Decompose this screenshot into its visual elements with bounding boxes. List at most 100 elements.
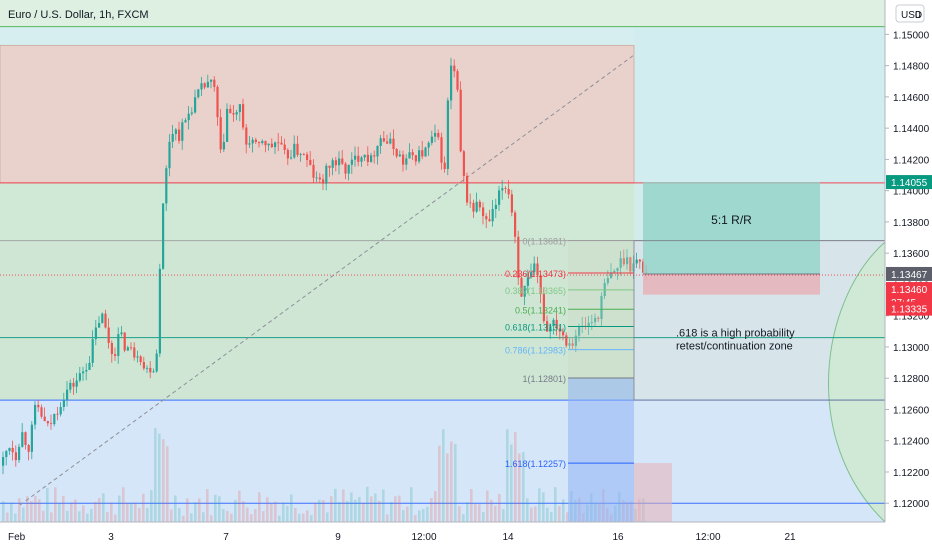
candle-body bbox=[491, 209, 494, 222]
candle-body bbox=[459, 89, 462, 152]
price-tag-label: 1.13467 bbox=[891, 270, 928, 281]
volume-bar bbox=[566, 512, 569, 522]
volume-bar bbox=[418, 510, 421, 522]
volume-bar bbox=[342, 489, 345, 522]
candle-body bbox=[565, 335, 568, 346]
candle-body bbox=[261, 140, 264, 144]
candle-body bbox=[498, 190, 501, 205]
volume-bar bbox=[510, 444, 513, 522]
candle-body bbox=[62, 400, 65, 407]
candle-body bbox=[274, 142, 277, 148]
volume-bar bbox=[466, 502, 469, 522]
y-tick-label: 1.12000 bbox=[893, 499, 930, 510]
candle-body bbox=[418, 150, 421, 162]
candle-body bbox=[338, 158, 341, 166]
stop-zone[interactable] bbox=[643, 273, 820, 295]
candle-body bbox=[142, 362, 145, 369]
volume-bar bbox=[142, 493, 145, 522]
candle-body bbox=[360, 157, 363, 162]
candle-body bbox=[571, 343, 574, 346]
candle-body bbox=[126, 347, 129, 351]
candle-body bbox=[136, 356, 139, 358]
candle-body bbox=[107, 327, 110, 343]
volume-bar bbox=[74, 499, 77, 522]
candle-body bbox=[78, 373, 81, 381]
candle-body bbox=[478, 201, 481, 208]
volume-bar bbox=[426, 506, 429, 522]
volume-bar bbox=[170, 509, 173, 522]
candle-body bbox=[440, 137, 443, 163]
price-tag bbox=[886, 301, 932, 316]
candle-body bbox=[75, 380, 78, 387]
volume-bar bbox=[6, 512, 9, 522]
candle-body bbox=[587, 322, 590, 327]
candle-body bbox=[40, 407, 43, 417]
volume-bar bbox=[318, 499, 321, 522]
volume-bar bbox=[554, 487, 557, 522]
volume-bar bbox=[126, 502, 129, 522]
volume-bar bbox=[478, 504, 481, 522]
candle-body bbox=[194, 97, 197, 113]
y-tick-label: 1.15000 bbox=[893, 30, 930, 41]
volume-bar bbox=[290, 494, 293, 522]
candle-body bbox=[165, 168, 168, 204]
candle-body bbox=[222, 141, 225, 150]
volume-bar bbox=[62, 495, 65, 522]
currency-button[interactable] bbox=[895, 4, 925, 23]
candle-body bbox=[517, 236, 520, 278]
volume-bar bbox=[422, 509, 425, 522]
target-zone[interactable] bbox=[643, 182, 820, 274]
volume-bar bbox=[338, 502, 341, 522]
candle-body bbox=[248, 143, 251, 145]
candle-body bbox=[267, 143, 270, 146]
candle-body bbox=[110, 342, 113, 355]
candle-body bbox=[411, 152, 414, 156]
fib-label-0.618: 0.618(1.13131) bbox=[505, 322, 566, 332]
volume-bar bbox=[402, 509, 405, 522]
candle-body bbox=[437, 132, 440, 138]
candle-body bbox=[24, 432, 27, 445]
candle-body bbox=[408, 152, 411, 159]
volume-bar bbox=[550, 512, 553, 522]
volume-bar bbox=[194, 502, 197, 522]
candle-body bbox=[85, 369, 88, 372]
volume-bar bbox=[378, 500, 381, 522]
candle-body bbox=[286, 150, 289, 159]
candle-body bbox=[331, 160, 334, 168]
candle-body bbox=[466, 175, 469, 203]
volume-bar bbox=[354, 499, 357, 522]
candle-body bbox=[181, 122, 184, 141]
volume-bar bbox=[374, 493, 377, 522]
volume-bar bbox=[90, 508, 93, 522]
volume-bar bbox=[214, 494, 217, 522]
volume-bar bbox=[434, 491, 437, 522]
volume-bar bbox=[518, 453, 521, 522]
volume-bar bbox=[122, 487, 125, 522]
volume-bar bbox=[454, 443, 457, 522]
volume-bar bbox=[26, 496, 29, 522]
candle-body bbox=[174, 129, 177, 134]
x-tick-label: 12:00 bbox=[411, 532, 436, 543]
candle-body bbox=[520, 277, 523, 297]
candle-body bbox=[555, 319, 558, 329]
candle-body bbox=[549, 326, 552, 332]
candle-body bbox=[462, 151, 465, 176]
candle-body bbox=[190, 112, 193, 114]
candle-body bbox=[184, 120, 187, 123]
candle-body bbox=[104, 313, 107, 328]
candle-body bbox=[290, 157, 293, 159]
candle-body bbox=[203, 83, 206, 88]
volume-bar bbox=[502, 509, 505, 522]
candle-body bbox=[149, 367, 152, 373]
annotation-line-1: retest/continuation zone bbox=[676, 340, 793, 352]
volume-bar bbox=[522, 451, 525, 522]
candle-body bbox=[514, 212, 517, 237]
candle-body bbox=[472, 202, 475, 212]
candle-body bbox=[299, 154, 302, 155]
volume-bar bbox=[450, 441, 453, 522]
chart-title: Euro / U.S. Dollar, 1h, FXCM bbox=[8, 9, 149, 21]
volume-bar bbox=[366, 486, 369, 522]
volume-bar bbox=[158, 433, 161, 522]
candle-body bbox=[139, 356, 142, 363]
